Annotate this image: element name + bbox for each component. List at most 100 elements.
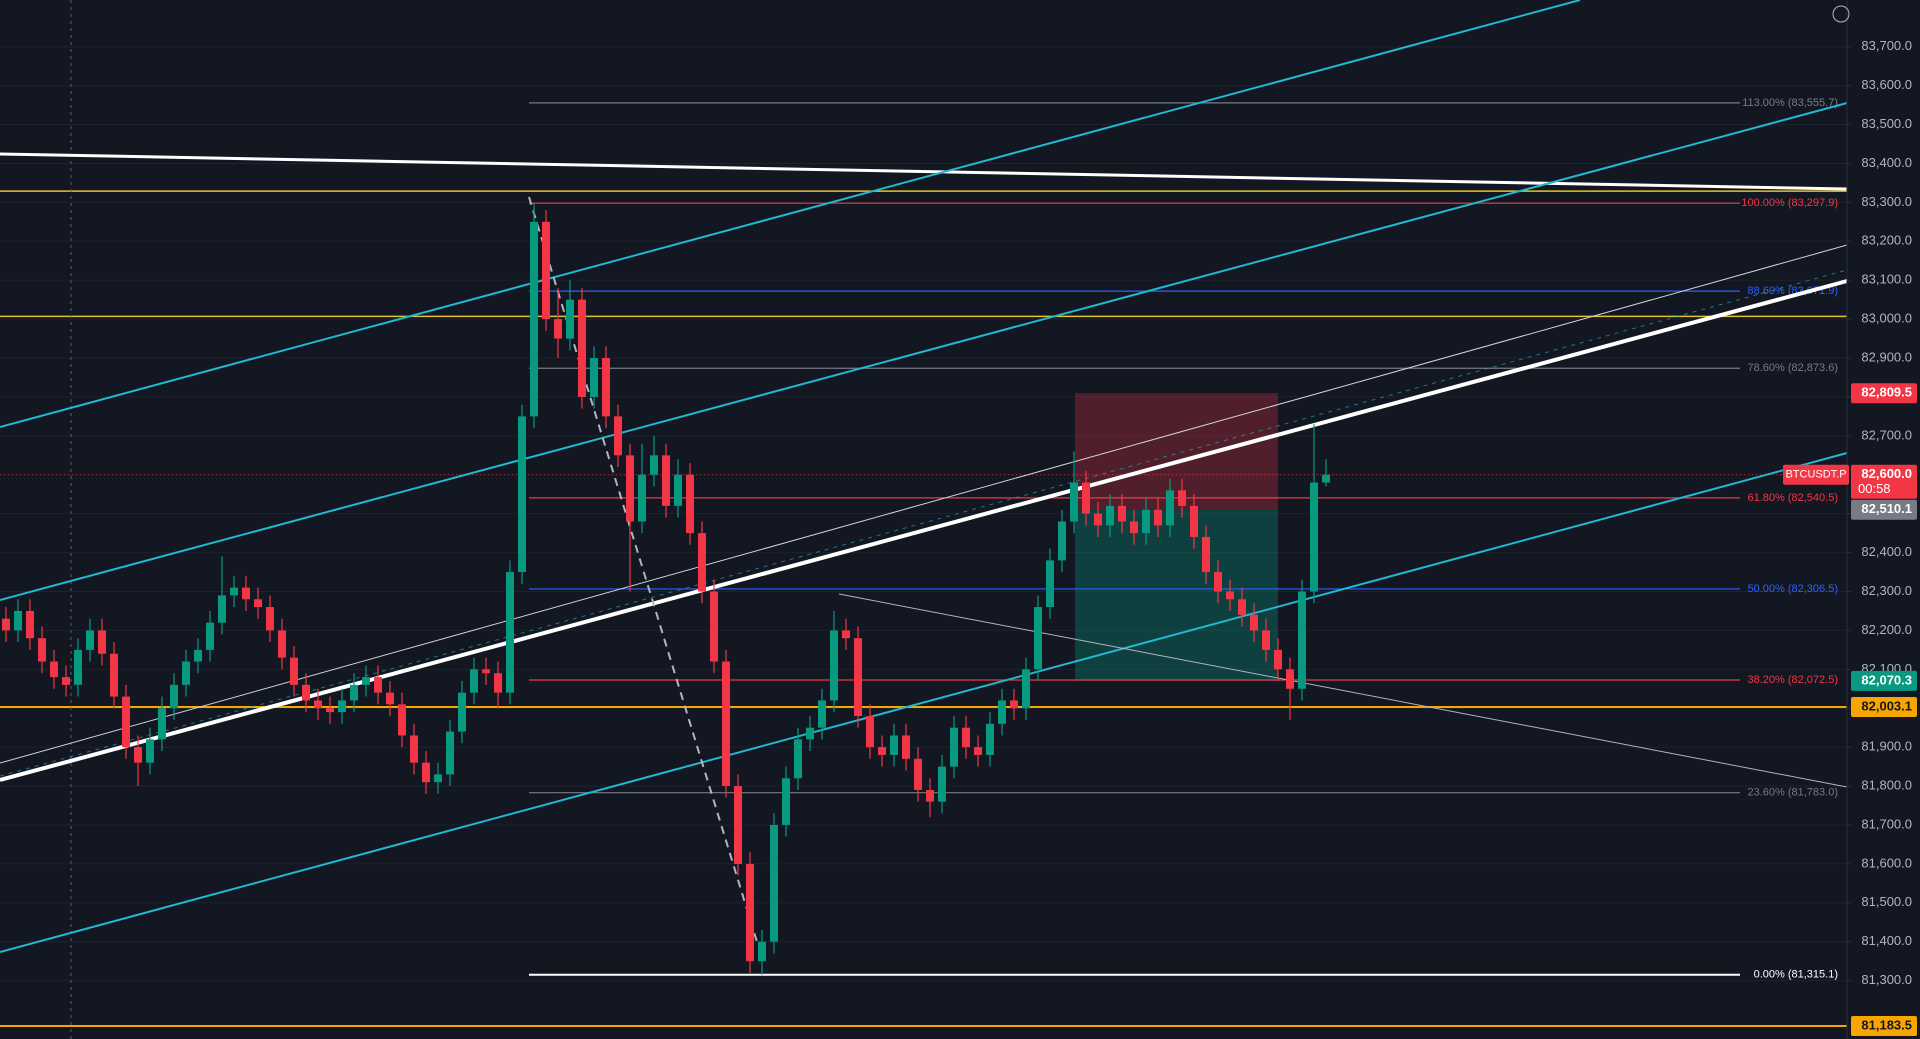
y-tick-label: 82,300.0: [1861, 583, 1912, 598]
fib-label: 61.80% (82,540.5): [1747, 492, 1838, 504]
candle-body: [362, 677, 370, 685]
candle-body: [830, 630, 838, 701]
channel-line: [0, 102, 1848, 601]
candle-body: [950, 727, 958, 767]
channel-line: [0, 452, 1848, 953]
trend-line: [0, 152, 1848, 191]
candle-body: [326, 708, 334, 713]
candle-body: [806, 727, 814, 740]
candle-body: [350, 684, 358, 701]
candle-body: [542, 221, 550, 320]
candle-body: [722, 661, 730, 787]
candle-body: [710, 591, 718, 662]
candle-body: [1166, 490, 1174, 526]
candle-body: [50, 661, 58, 678]
candle-body: [1310, 482, 1318, 592]
fib-label: 0.00% (81,315.1): [1754, 969, 1838, 981]
target-zone: [1075, 509, 1278, 681]
candle-body: [974, 747, 982, 755]
candle-body: [926, 789, 934, 802]
candle-body: [1262, 630, 1270, 650]
candle-body: [206, 622, 214, 650]
candle-body: [14, 610, 22, 631]
candle-body: [878, 747, 886, 755]
candle-body: [314, 700, 322, 709]
candle-body: [1178, 490, 1186, 506]
candle-body: [794, 739, 802, 779]
fib-label: 23.60% (81,783.0): [1747, 787, 1838, 799]
candle-body: [1082, 482, 1090, 514]
candle-body: [998, 700, 1006, 724]
countdown: 00:58: [1858, 481, 1891, 496]
candle-body: [38, 638, 46, 662]
candle-body: [386, 692, 394, 705]
candle-body: [1154, 509, 1162, 526]
candle-body: [494, 673, 502, 693]
candle-body: [938, 766, 946, 802]
candle-body: [770, 824, 778, 942]
candle-body: [482, 669, 490, 674]
fib-levels: 113.00% (83,555.7)100.00% (83,297.9)88.6…: [529, 97, 1838, 981]
candle-body: [650, 455, 658, 475]
grid: [0, 46, 1847, 982]
candle-body: [914, 758, 922, 790]
y-tick-label: 83,400.0: [1861, 155, 1912, 170]
y-tick-label: 83,000.0: [1861, 311, 1912, 326]
price-axis: 81,300.0 81,400.0 81,500.0 81,600.0 81,700.0…: [1783, 0, 1920, 1039]
candle-body: [278, 630, 286, 658]
candle-body: [614, 416, 622, 456]
candle-body: [566, 299, 574, 339]
candles: [2, 203, 1330, 975]
y-tick-label: 83,100.0: [1861, 272, 1912, 287]
candle-body: [986, 723, 994, 755]
candle-body: [122, 696, 130, 748]
candle-body: [74, 649, 82, 685]
candle-body: [866, 716, 874, 748]
candle-body: [338, 700, 346, 713]
y-tick-label: 81,900.0: [1861, 739, 1912, 754]
candle-body: [734, 786, 742, 864]
y-tick-label: 83,200.0: [1861, 233, 1912, 248]
candle-body: [110, 653, 118, 697]
candle-body: [62, 677, 70, 685]
trend-line: [838, 593, 1848, 788]
candle-body: [194, 649, 202, 662]
candle-body: [182, 661, 190, 685]
zoom-button[interactable]: [1832, 5, 1850, 23]
candle-body: [1058, 521, 1066, 561]
price-label-box: [1851, 499, 1917, 520]
fib-label: 78.60% (82,873.6): [1747, 362, 1838, 374]
y-tick-label: 83,300.0: [1861, 194, 1912, 209]
candle-body: [1118, 505, 1126, 522]
y-tick-label: 81,400.0: [1861, 933, 1912, 948]
candle-body: [1238, 599, 1246, 615]
candle-body: [530, 221, 538, 417]
price-label: 82,003.1: [1861, 698, 1912, 713]
candle-body: [230, 587, 238, 596]
price-label: 82,510.1: [1861, 501, 1912, 516]
candle-body: [158, 708, 166, 740]
candle-body: [98, 630, 106, 654]
candle-body: [1322, 474, 1330, 483]
price-label-box: [1851, 464, 1917, 499]
candle-body: [470, 669, 478, 693]
price-label-box: [1851, 1015, 1917, 1036]
y-tick-label: 82,700.0: [1861, 427, 1912, 442]
candle-body: [1286, 669, 1294, 689]
candle-body: [1106, 505, 1114, 526]
candle-body: [506, 572, 514, 693]
candle-body: [170, 684, 178, 709]
trend-line: [0, 244, 1848, 764]
candle-body: [746, 863, 754, 962]
candle-body: [2, 618, 10, 631]
candle-body: [290, 657, 298, 685]
candle-body: [638, 474, 646, 522]
price-label: 82,809.5: [1861, 385, 1912, 400]
candle-body: [1214, 572, 1222, 592]
candle-body: [434, 774, 442, 783]
candle-body: [266, 607, 274, 631]
candle-body: [242, 587, 250, 600]
y-tick-label: 81,500.0: [1861, 894, 1912, 909]
